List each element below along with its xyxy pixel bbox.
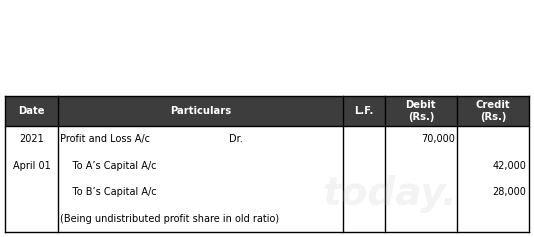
Text: Dr.: Dr. xyxy=(229,134,242,144)
Text: 2021: 2021 xyxy=(19,134,44,144)
Text: April 01: April 01 xyxy=(13,161,50,171)
Text: Profit and Loss A/c: Profit and Loss A/c xyxy=(60,134,151,144)
Text: 28,000: 28,000 xyxy=(493,187,527,197)
Text: Debit
(Rs.): Debit (Rs.) xyxy=(406,100,436,122)
Text: Credit
(Rs.): Credit (Rs.) xyxy=(475,100,510,122)
Text: To A’s Capital A/c: To A’s Capital A/c xyxy=(60,161,157,171)
Text: Date: Date xyxy=(18,106,45,116)
Bar xyxy=(5,96,529,126)
Text: 70,000: 70,000 xyxy=(421,134,455,144)
Text: L.F.: L.F. xyxy=(354,106,373,116)
Bar xyxy=(5,126,529,232)
Text: today.: today. xyxy=(323,175,457,213)
Text: Particulars: Particulars xyxy=(170,106,231,116)
Text: 42,000: 42,000 xyxy=(493,161,527,171)
Text: To B’s Capital A/c: To B’s Capital A/c xyxy=(60,187,157,197)
Text: (Being undistributed profit share in old ratio): (Being undistributed profit share in old… xyxy=(60,214,279,224)
